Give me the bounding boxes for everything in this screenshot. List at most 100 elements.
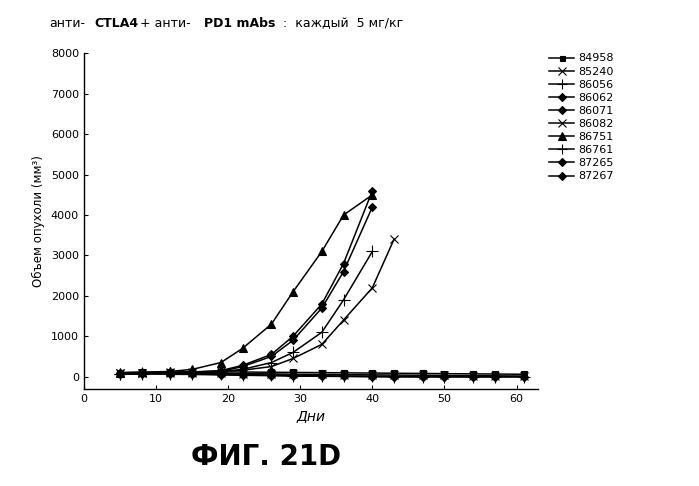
85240 <box>166 370 175 376</box>
86062 <box>238 363 247 368</box>
86071 <box>289 337 297 343</box>
87265 <box>469 374 477 380</box>
86082 <box>368 285 377 291</box>
86751 <box>368 192 377 198</box>
85240 <box>138 370 146 376</box>
87265 <box>289 373 297 379</box>
86082 <box>166 369 175 375</box>
Line: 86056: 86056 <box>115 246 378 380</box>
85240 <box>469 373 477 379</box>
85240 <box>188 370 196 376</box>
86082 <box>390 236 398 242</box>
Y-axis label: Объем опухоли (мм³): Объем опухоли (мм³) <box>32 155 45 287</box>
86761 <box>469 374 477 380</box>
86062 <box>339 260 347 266</box>
86062 <box>188 369 196 375</box>
86071 <box>217 368 225 374</box>
86082 <box>217 368 225 374</box>
86751 <box>267 321 275 327</box>
86751 <box>317 248 326 254</box>
87267 <box>188 371 196 377</box>
86751 <box>238 346 247 351</box>
86761 <box>116 371 124 377</box>
87267 <box>116 370 124 376</box>
86082 <box>267 364 275 369</box>
Line: 86751: 86751 <box>116 191 377 377</box>
86056 <box>289 349 297 355</box>
86062 <box>217 368 225 374</box>
Text: PD1 mAbs: PD1 mAbs <box>204 17 275 30</box>
87267 <box>289 373 297 379</box>
84958 <box>217 369 225 375</box>
86082 <box>289 356 297 362</box>
86071 <box>166 370 175 376</box>
87267 <box>317 373 326 379</box>
86761 <box>440 374 449 380</box>
87267 <box>491 374 499 380</box>
86761 <box>217 371 225 377</box>
86056 <box>267 360 275 365</box>
85240 <box>238 371 247 377</box>
86071 <box>116 371 124 377</box>
87267 <box>469 374 477 380</box>
84958 <box>419 370 427 376</box>
84958 <box>317 370 326 376</box>
Line: 85240: 85240 <box>116 369 528 380</box>
84958 <box>238 369 247 375</box>
87267 <box>339 373 347 379</box>
86062 <box>166 370 175 376</box>
86062 <box>138 370 146 376</box>
87265 <box>491 374 499 380</box>
86082 <box>317 342 326 347</box>
85240 <box>419 372 427 378</box>
85240 <box>289 371 297 377</box>
86761 <box>289 373 297 379</box>
85240 <box>116 370 124 376</box>
86751 <box>339 212 347 218</box>
86761 <box>491 374 499 380</box>
86761 <box>519 374 528 380</box>
Line: 87267: 87267 <box>117 370 526 380</box>
86071 <box>188 369 196 375</box>
84958 <box>116 370 124 376</box>
Line: 84958: 84958 <box>117 369 526 377</box>
86761 <box>317 373 326 379</box>
86761 <box>238 372 247 378</box>
86062 <box>289 333 297 339</box>
87265 <box>440 374 449 380</box>
86056 <box>116 371 124 377</box>
87265 <box>217 372 225 378</box>
85240 <box>317 371 326 377</box>
86761 <box>419 374 427 380</box>
Line: 86082: 86082 <box>116 235 398 377</box>
86082 <box>138 370 146 376</box>
84958 <box>267 369 275 375</box>
87265 <box>419 374 427 380</box>
87265 <box>390 374 398 380</box>
87265 <box>238 372 247 378</box>
86056 <box>138 371 146 377</box>
86751 <box>116 370 124 376</box>
86761 <box>138 370 146 376</box>
86751 <box>138 369 146 375</box>
87265 <box>519 374 528 380</box>
87267 <box>217 371 225 377</box>
85240 <box>267 371 275 377</box>
86082 <box>238 367 247 373</box>
Text: + анти-: + анти- <box>136 17 195 30</box>
87267 <box>166 370 175 376</box>
86056 <box>188 370 196 376</box>
86056 <box>317 330 326 335</box>
X-axis label: Дни: Дни <box>296 409 326 423</box>
84958 <box>469 371 477 377</box>
85240 <box>519 373 528 379</box>
87267 <box>138 370 146 376</box>
86062 <box>368 188 377 194</box>
86751 <box>217 360 225 365</box>
87265 <box>166 371 175 377</box>
84958 <box>289 369 297 375</box>
84958 <box>440 371 449 377</box>
86751 <box>188 366 196 372</box>
86071 <box>317 305 326 311</box>
86761 <box>267 372 275 378</box>
